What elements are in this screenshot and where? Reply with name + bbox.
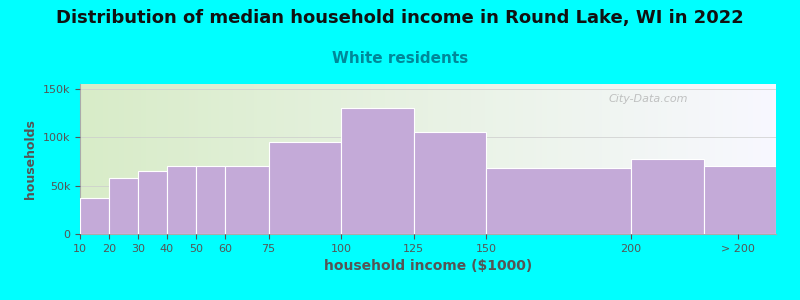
Text: Distribution of median household income in Round Lake, WI in 2022: Distribution of median household income … [56,9,744,27]
Bar [269,142,341,234]
Bar [196,166,225,234]
Text: White residents: White residents [332,51,468,66]
Bar [414,132,486,234]
Bar [486,168,631,234]
Bar [341,108,414,234]
Bar [80,198,109,234]
Text: City-Data.com: City-Data.com [609,94,689,104]
Y-axis label: households: households [24,119,38,199]
Bar [138,171,167,234]
X-axis label: household income ($1000): household income ($1000) [324,259,532,273]
Bar [167,166,196,234]
Bar [225,166,269,234]
Bar [631,160,703,234]
Bar [703,166,776,234]
Bar [109,178,138,234]
